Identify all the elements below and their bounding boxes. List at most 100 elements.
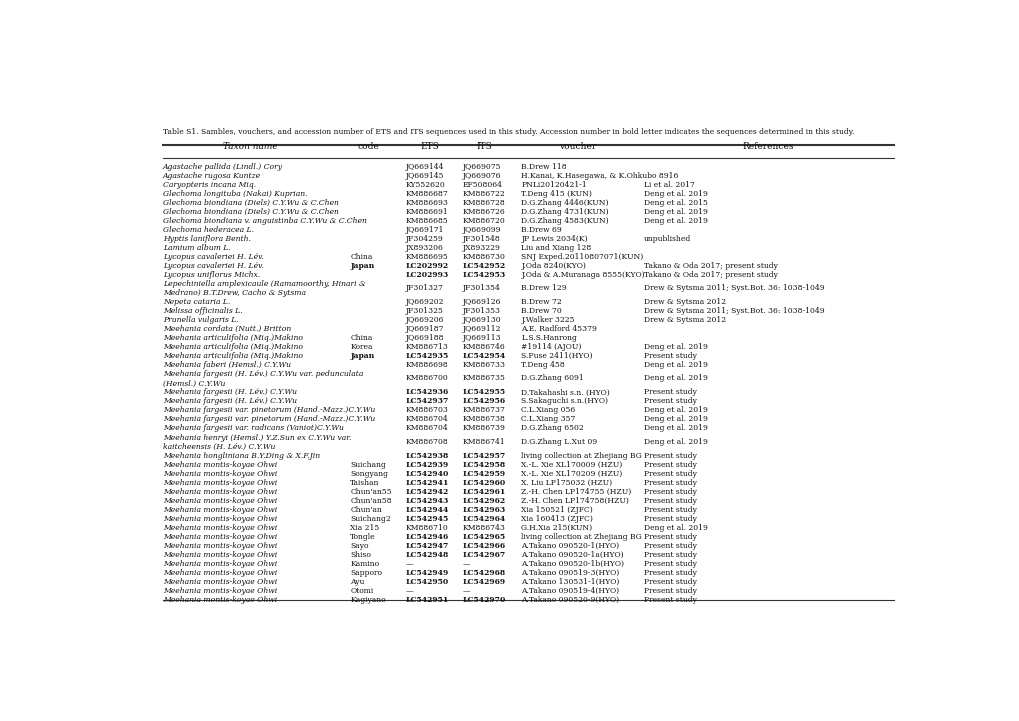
Text: Present study: Present study (643, 353, 696, 360)
Text: J.Walker 3225: J.Walker 3225 (521, 317, 574, 324)
Text: Glechoma biondiana (Diels) C.Y.Wu & C.Chen: Glechoma biondiana (Diels) C.Y.Wu & C.Ch… (163, 208, 338, 216)
Text: JQ669075: JQ669075 (463, 163, 500, 171)
Text: Meehania articulifolia (Miq.)Makino: Meehania articulifolia (Miq.)Makino (163, 335, 303, 342)
Text: —: — (463, 587, 470, 595)
Text: LC542947: LC542947 (406, 541, 448, 550)
Text: T.Deng 415 (KUN): T.Deng 415 (KUN) (521, 190, 591, 198)
Text: Otomi: Otomi (351, 587, 373, 595)
Text: JF301327: JF301327 (406, 284, 443, 292)
Text: SNJ Exped.20110807071(KUN): SNJ Exped.20110807071(KUN) (521, 253, 643, 261)
Text: JQ669171: JQ669171 (406, 226, 444, 234)
Text: LC542951: LC542951 (406, 596, 448, 604)
Text: ETS: ETS (420, 142, 438, 151)
Text: D.G.Zhang 6502: D.G.Zhang 6502 (521, 425, 583, 433)
Text: KM886746: KM886746 (463, 343, 505, 351)
Text: LC542955: LC542955 (463, 389, 505, 397)
Text: China: China (351, 335, 372, 342)
Text: KM886695: KM886695 (406, 253, 448, 261)
Text: Ayu: Ayu (351, 578, 365, 586)
Text: Nepeta cataria L.: Nepeta cataria L. (163, 298, 230, 306)
Text: JQ669126: JQ669126 (463, 298, 500, 306)
Text: LC542946: LC542946 (406, 533, 448, 541)
Text: Suichang2: Suichang2 (351, 515, 391, 523)
Text: Deng et al. 2019: Deng et al. 2019 (643, 407, 707, 415)
Text: PNLi20120421-1: PNLi20120421-1 (521, 181, 586, 189)
Text: voucher: voucher (558, 142, 596, 151)
Text: Present study: Present study (643, 569, 696, 577)
Text: LC542960: LC542960 (463, 479, 505, 487)
Text: A.Takano 130531-1(HYO): A.Takano 130531-1(HYO) (521, 578, 619, 586)
Text: S.Fuse 2411(HYO): S.Fuse 2411(HYO) (521, 353, 592, 360)
Text: LC542941: LC542941 (406, 479, 448, 487)
Text: Present study: Present study (643, 596, 696, 604)
Text: kaitcheensis (H. Lév.) C.Y.Wu: kaitcheensis (H. Lév.) C.Y.Wu (163, 443, 275, 451)
Text: Lycopus cavaleriei H. Lév.: Lycopus cavaleriei H. Lév. (163, 262, 264, 270)
Text: —: — (406, 559, 413, 568)
Text: Present study: Present study (643, 505, 696, 513)
Text: KM886698: KM886698 (406, 361, 448, 369)
Text: Shiso: Shiso (351, 551, 371, 559)
Text: Meehania montis-koyae Ohwi: Meehania montis-koyae Ohwi (163, 479, 277, 487)
Text: X. Liu LP175032 (HZU): X. Liu LP175032 (HZU) (521, 479, 611, 487)
Text: LC542942: LC542942 (406, 487, 448, 495)
Text: KM886739: KM886739 (463, 425, 505, 433)
Text: Glechoma longituba (Nakai) Kuprian.: Glechoma longituba (Nakai) Kuprian. (163, 190, 308, 198)
Text: LC542965: LC542965 (463, 533, 505, 541)
Text: JF304259: JF304259 (406, 235, 443, 243)
Text: Xia 160413 (ZJFC): Xia 160413 (ZJFC) (521, 515, 592, 523)
Text: LC202992: LC202992 (406, 262, 448, 270)
Text: KM886720: KM886720 (463, 217, 505, 225)
Text: Lycopus uniflorus Michx.: Lycopus uniflorus Michx. (163, 271, 260, 279)
Text: KM886687: KM886687 (406, 190, 448, 198)
Text: LC542966: LC542966 (463, 541, 505, 550)
Text: Meehania articulifolia (Miq.)Makino: Meehania articulifolia (Miq.)Makino (163, 343, 303, 351)
Text: Drew & Sytsma 2012: Drew & Sytsma 2012 (643, 298, 726, 306)
Text: JF301548: JF301548 (463, 235, 500, 243)
Text: LC542935: LC542935 (406, 353, 448, 360)
Text: KM886713: KM886713 (406, 343, 448, 351)
Text: KM886743: KM886743 (463, 523, 505, 531)
Text: B.Drew 129: B.Drew 129 (521, 284, 567, 292)
Text: Li et al. 2017: Li et al. 2017 (643, 181, 694, 189)
Text: A.Takano 090520-1b(HYO): A.Takano 090520-1b(HYO) (521, 559, 624, 568)
Text: ITS: ITS (477, 142, 492, 151)
Text: JQ669145: JQ669145 (406, 172, 444, 180)
Text: X.-L. Xie XL170209 (HZU): X.-L. Xie XL170209 (HZU) (521, 469, 622, 477)
Text: Present study: Present study (643, 587, 696, 595)
Text: JF301353: JF301353 (463, 307, 500, 315)
Text: JQ669144: JQ669144 (406, 163, 444, 171)
Text: Meehania montis-koyae Ohwi: Meehania montis-koyae Ohwi (163, 541, 277, 550)
Text: Glechoma hederacea L.: Glechoma hederacea L. (163, 226, 254, 234)
Text: KM886704: KM886704 (406, 425, 448, 433)
Text: Kagiyano: Kagiyano (351, 596, 385, 604)
Text: KM886741: KM886741 (463, 438, 505, 446)
Text: KM886710: KM886710 (406, 523, 448, 531)
Text: KM886733: KM886733 (463, 361, 505, 369)
Text: KM886700: KM886700 (406, 374, 448, 382)
Text: Deng et al. 2019: Deng et al. 2019 (643, 425, 707, 433)
Text: JQ669112: JQ669112 (463, 325, 500, 333)
Text: JP Lewis 2034(K): JP Lewis 2034(K) (521, 235, 587, 243)
Text: Meehania montis-koyae Ohwi: Meehania montis-koyae Ohwi (163, 596, 277, 604)
Text: D.G.Zhang 4731(KUN): D.G.Zhang 4731(KUN) (521, 208, 608, 216)
Text: Deng et al. 2015: Deng et al. 2015 (643, 199, 707, 207)
Text: Meehania montis-koyae Ohwi: Meehania montis-koyae Ohwi (163, 587, 277, 595)
Text: JQ669113: JQ669113 (463, 335, 500, 342)
Text: Meehania fargesii (H. Lév.) C.Y.Wu: Meehania fargesii (H. Lév.) C.Y.Wu (163, 389, 297, 397)
Text: LC542969: LC542969 (463, 578, 505, 586)
Text: JX893229: JX893229 (463, 244, 500, 252)
Text: Deng et al. 2019: Deng et al. 2019 (643, 415, 707, 423)
Text: LC542958: LC542958 (463, 461, 505, 469)
Text: JX893206: JX893206 (406, 244, 443, 252)
Text: A.Takano 090519-3(HYO): A.Takano 090519-3(HYO) (521, 569, 619, 577)
Text: Meehania fargesii var. pinetorum (Hand.-Mazz.)C.Y.Wu: Meehania fargesii var. pinetorum (Hand.-… (163, 415, 375, 423)
Text: Present study: Present study (643, 451, 696, 459)
Text: LC542939: LC542939 (406, 461, 448, 469)
Text: D.G.Zhang 6091: D.G.Zhang 6091 (521, 374, 583, 382)
Text: A.E. Radford 45379: A.E. Radford 45379 (521, 325, 596, 333)
Text: Hyptis laniflora Benth.: Hyptis laniflora Benth. (163, 235, 251, 243)
Text: Present study: Present study (643, 461, 696, 469)
Text: LC542945: LC542945 (406, 515, 448, 523)
Text: A.Takano 090519-4(HYO): A.Takano 090519-4(HYO) (521, 587, 619, 595)
Text: Present study: Present study (643, 559, 696, 568)
